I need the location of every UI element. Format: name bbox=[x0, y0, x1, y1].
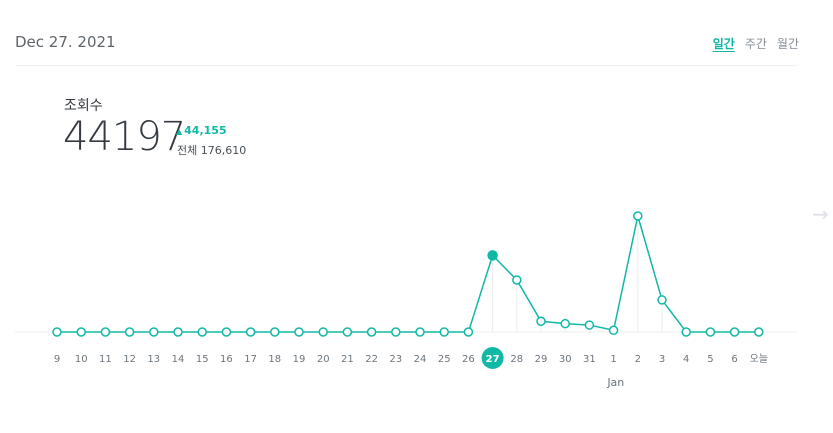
data-point bbox=[754, 327, 764, 337]
period-tabs: 일간 주간 월간 bbox=[713, 35, 799, 52]
tab-daily[interactable]: 일간 bbox=[712, 37, 735, 51]
x-tick-label: 오늘 bbox=[750, 353, 768, 365]
data-point bbox=[100, 327, 111, 337]
arrow-right-icon[interactable]: → bbox=[812, 202, 829, 226]
date-label: Dec 27. 2021 bbox=[15, 33, 116, 51]
data-point bbox=[318, 327, 328, 337]
tab-weekly[interactable]: 주간 bbox=[744, 37, 767, 51]
x-tick-label: 30 bbox=[559, 354, 572, 365]
x-tick-label: 17 bbox=[244, 354, 257, 365]
x-tick-label: 19 bbox=[293, 354, 306, 365]
selected-data-point bbox=[487, 250, 498, 261]
x-tick-label: 4 bbox=[683, 354, 689, 365]
tab-monthly[interactable]: 월간 bbox=[776, 37, 799, 51]
x-tick-label: 26 bbox=[462, 354, 475, 365]
data-point bbox=[197, 327, 207, 337]
data-point bbox=[221, 327, 232, 337]
series-line bbox=[57, 215, 759, 333]
x-tick-label: 10 bbox=[75, 354, 88, 365]
x-tick-label: 2 bbox=[635, 354, 641, 365]
data-point bbox=[439, 327, 449, 337]
header-divider bbox=[15, 65, 797, 66]
x-tick-label: 23 bbox=[389, 354, 402, 365]
views-label: 조회수 bbox=[64, 98, 103, 114]
x-tick-label: 18 bbox=[268, 354, 281, 365]
data-point bbox=[608, 325, 619, 336]
data-point bbox=[52, 327, 62, 337]
x-tick-label: 31 bbox=[583, 354, 596, 365]
x-tick-label: 9 bbox=[54, 354, 60, 365]
data-point bbox=[560, 318, 570, 329]
data-point bbox=[294, 327, 304, 337]
data-point bbox=[391, 327, 401, 337]
data-point bbox=[633, 211, 643, 221]
views-delta: ▲ 44,155 bbox=[176, 124, 227, 137]
month-label: Jan bbox=[606, 376, 624, 389]
data-point bbox=[342, 327, 353, 337]
data-point bbox=[657, 295, 667, 305]
x-tick-label: 11 bbox=[99, 354, 112, 365]
x-tick-label: 6 bbox=[731, 354, 737, 365]
x-tick-label: 24 bbox=[414, 354, 427, 365]
data-point bbox=[705, 327, 716, 337]
data-point bbox=[366, 327, 377, 337]
x-tick-label: 1 bbox=[610, 354, 616, 365]
x-tick-label: 14 bbox=[172, 354, 185, 365]
x-tick-label: 25 bbox=[438, 354, 451, 365]
data-point bbox=[512, 275, 522, 285]
views-count: 44197 bbox=[63, 114, 186, 160]
x-tick-label: 3 bbox=[659, 354, 665, 365]
data-point bbox=[173, 327, 183, 337]
data-point bbox=[245, 327, 256, 337]
data-point bbox=[76, 327, 86, 337]
x-tick-label: 28 bbox=[510, 354, 523, 365]
views-delta-value: 44,155 bbox=[184, 124, 227, 137]
data-point bbox=[463, 327, 474, 337]
x-tick-label: 15 bbox=[196, 354, 209, 365]
data-point bbox=[149, 327, 159, 337]
up-triangle-icon: ▲ bbox=[176, 127, 183, 136]
data-point bbox=[415, 327, 425, 337]
x-tick-label: 5 bbox=[707, 354, 713, 365]
selected-tick-marker bbox=[481, 347, 504, 369]
data-point bbox=[681, 327, 691, 337]
x-tick-label: 20 bbox=[317, 354, 330, 365]
x-tick-label: 21 bbox=[341, 354, 354, 365]
x-tick-label: 22 bbox=[365, 354, 378, 365]
x-tick-label: 29 bbox=[535, 354, 548, 365]
data-point bbox=[584, 320, 595, 330]
x-tick-label: 12 bbox=[123, 354, 136, 365]
x-tick-label: 27 bbox=[486, 354, 500, 365]
data-point bbox=[270, 327, 280, 337]
data-point bbox=[729, 327, 740, 337]
data-point bbox=[124, 327, 135, 337]
x-tick-label: 16 bbox=[220, 354, 233, 365]
views-total: 전체 176,610 bbox=[177, 144, 247, 157]
data-point bbox=[536, 316, 546, 326]
x-tick-label: 13 bbox=[147, 354, 160, 365]
